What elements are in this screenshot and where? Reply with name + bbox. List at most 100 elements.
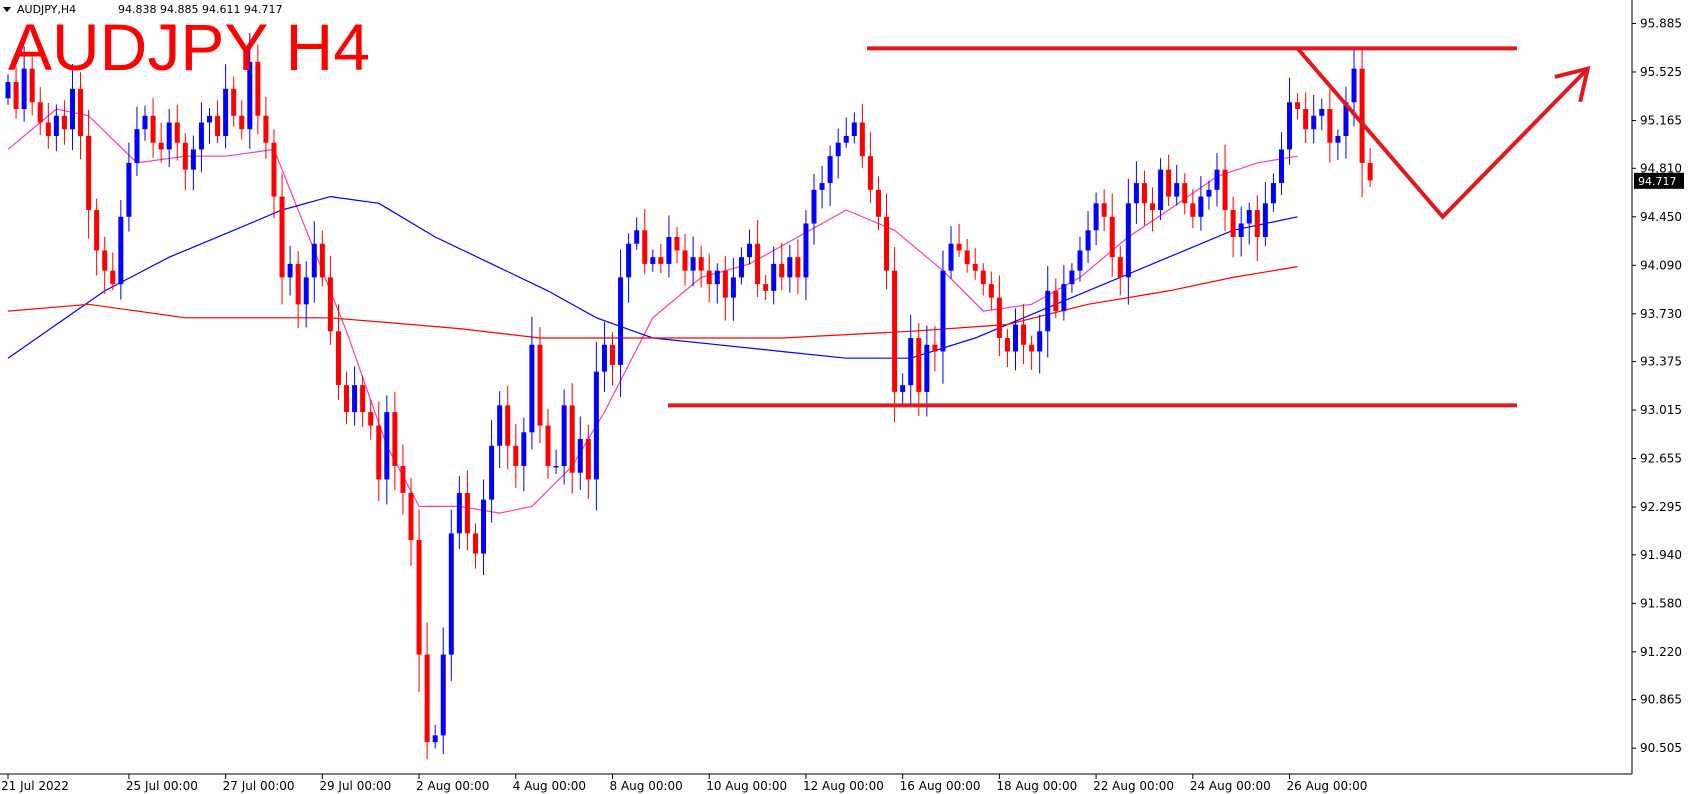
candle	[827, 145, 833, 207]
candle-body	[996, 297, 1002, 339]
candle	[223, 64, 229, 149]
candle	[1117, 246, 1123, 296]
candle	[263, 96, 269, 159]
candle-body	[763, 284, 769, 291]
candle-body	[1053, 290, 1059, 312]
candle	[78, 72, 84, 160]
candle	[1037, 314, 1043, 374]
candle	[666, 215, 672, 278]
candle-body	[1214, 169, 1220, 190]
candle	[593, 342, 599, 511]
candle	[545, 408, 551, 479]
candle	[1214, 153, 1220, 207]
candle	[448, 509, 454, 681]
candle-body	[215, 115, 221, 136]
candle-body	[53, 115, 59, 136]
candle-body	[626, 243, 632, 278]
candle-body	[610, 344, 615, 365]
moving-average-line	[7, 266, 1298, 339]
candle-body	[456, 492, 462, 534]
candle-body	[1004, 338, 1010, 352]
candle	[303, 261, 309, 328]
candle	[835, 128, 841, 179]
x-tick-label: 29 Jul 00:00	[319, 779, 391, 793]
candle	[1109, 193, 1115, 277]
candle	[45, 102, 51, 149]
candle	[287, 245, 293, 296]
candle-body	[706, 270, 712, 285]
candle	[1077, 236, 1083, 282]
y-tick-label: 90.865	[1640, 693, 1682, 707]
candle-body	[295, 263, 301, 305]
candle	[400, 444, 406, 515]
candle-body	[698, 257, 704, 271]
y-tick-label: 94.810	[1640, 161, 1682, 175]
candle	[706, 253, 712, 303]
candle-body	[110, 270, 116, 285]
candle	[295, 251, 301, 328]
x-tick-label: 21 Jul 2022	[1, 779, 69, 793]
candle	[867, 132, 873, 203]
candle-body	[416, 540, 422, 655]
candle	[658, 244, 664, 274]
candle-body	[1182, 183, 1188, 204]
candle	[424, 622, 430, 760]
candle-body	[1174, 183, 1180, 197]
candle-body	[1262, 203, 1268, 237]
candle-body	[102, 250, 108, 271]
candle-body	[1013, 324, 1018, 352]
candle-body	[593, 371, 599, 480]
candle	[1367, 148, 1373, 188]
candle	[37, 87, 43, 135]
candle-body	[1166, 169, 1172, 197]
chart-header: AUDJPY,H4 94.838 94.885 94.611 94.717	[3, 3, 282, 16]
candle-body	[884, 216, 890, 271]
candle	[21, 46, 27, 122]
candle	[207, 108, 212, 144]
candle	[319, 230, 325, 287]
candle-body	[529, 344, 535, 433]
candle-body	[61, 115, 67, 130]
candle	[61, 100, 67, 145]
candle	[1303, 92, 1309, 144]
candle-body	[400, 465, 406, 493]
candle-body	[239, 115, 245, 130]
candle-body	[650, 257, 656, 264]
candle	[53, 104, 59, 152]
candle-body	[448, 533, 454, 655]
candle-body	[489, 445, 495, 500]
candle	[1150, 187, 1156, 232]
ohlc-readout: 94.838 94.885 94.611 94.717	[118, 3, 282, 16]
triangle-down-icon[interactable]	[3, 7, 11, 12]
candle-body	[13, 82, 19, 110]
candle-body	[1150, 203, 1156, 211]
candle-body	[360, 385, 366, 413]
candle-body	[1367, 162, 1373, 181]
candle-body	[714, 270, 720, 285]
candle	[779, 243, 785, 291]
candle-body	[1037, 331, 1043, 352]
candle	[102, 236, 108, 294]
candle-body	[1311, 115, 1317, 130]
candle	[1230, 196, 1236, 258]
current-price-tag: 94.717	[1634, 172, 1684, 189]
candle-body	[1069, 270, 1075, 285]
candle-body	[690, 257, 696, 271]
candle	[360, 375, 366, 427]
candle	[787, 244, 793, 293]
candlesticks	[5, 32, 1373, 760]
candle	[416, 509, 422, 692]
y-tick-label: 92.655	[1640, 452, 1682, 466]
candle-body	[537, 344, 543, 426]
candle-body	[1359, 68, 1365, 163]
candle-body	[1230, 210, 1236, 237]
candle	[327, 255, 333, 345]
y-tick-label: 95.525	[1640, 65, 1682, 79]
candle	[948, 226, 954, 279]
candle	[432, 724, 438, 749]
candle	[376, 401, 382, 501]
candle-body	[432, 735, 438, 743]
candle-body	[1109, 216, 1115, 258]
candle-body	[1117, 257, 1123, 278]
